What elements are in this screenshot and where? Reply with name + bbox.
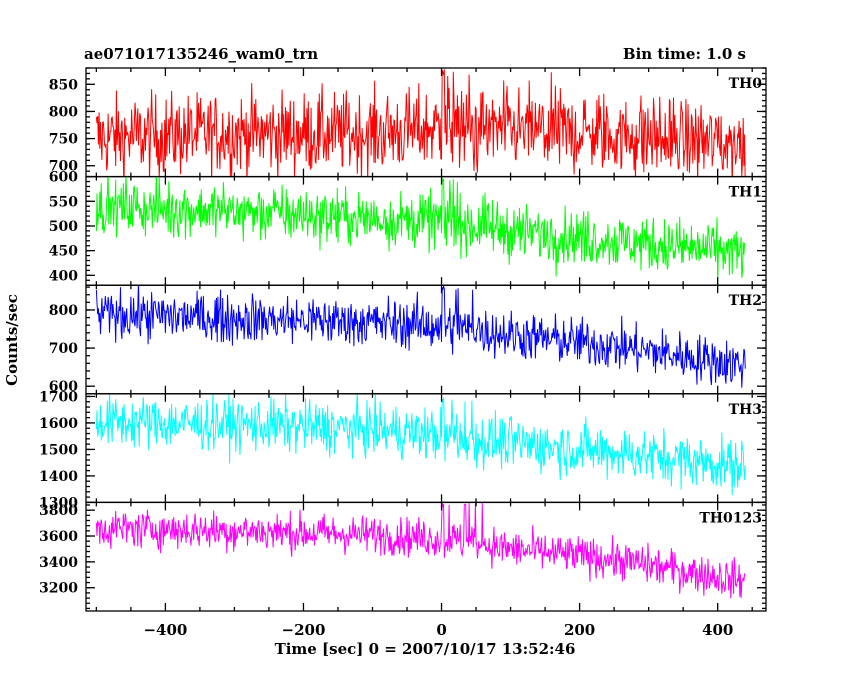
y-tick-label: 3200	[39, 581, 78, 597]
y-tick-label: 1300	[39, 495, 78, 511]
panel-label: TH0123	[699, 510, 762, 526]
bin-time-label: Bin time: 1.0 s	[623, 45, 746, 63]
series-line-th3	[95, 393, 746, 496]
panel-label: TH0	[729, 76, 763, 92]
series-line-th1	[95, 176, 746, 286]
panel-th0123: 3200 3400 3600 3800 TH0123	[39, 501, 767, 612]
y-tick-label: 1600	[39, 416, 78, 432]
series-line-th0	[95, 69, 746, 177]
x-tick-label: 400	[702, 621, 733, 639]
y-tick-label: 600	[49, 170, 78, 186]
chart-title: ae071017135246_wam0_trn	[84, 45, 318, 63]
panel-th0: 700 750 800 850 TH0	[49, 67, 767, 178]
series-line-th2	[95, 285, 746, 388]
panel-frame	[85, 501, 767, 612]
panel-label: TH3	[729, 402, 762, 418]
panel-th1: 400 450 500 550 600 TH1	[49, 170, 767, 286]
panel-frame	[85, 284, 767, 395]
y-tick-label: 700	[49, 341, 78, 357]
x-axis-label: Time [sec] 0 = 2007/10/17 13:52:46	[275, 640, 576, 658]
y-tick-label: 400	[49, 268, 78, 284]
x-tick-label: 0	[436, 621, 446, 639]
y-tick-label: 600	[49, 379, 78, 395]
panel-th3: 1300 1400 1500 1600 1700 TH3	[39, 389, 767, 511]
x-tick-label: 200	[564, 621, 595, 639]
y-tick-label: 3600	[39, 529, 78, 545]
panel-th2: 600 700 800 TH2	[49, 284, 767, 395]
panel-label: TH1	[729, 185, 762, 201]
y-tick-label: 3400	[39, 555, 78, 571]
y-axis-label: Counts/sec	[3, 294, 21, 386]
y-tick-label: 1500	[39, 442, 78, 458]
y-tick-label: 550	[49, 194, 78, 210]
series-line-th0123	[95, 502, 746, 599]
y-tick-label: 450	[49, 244, 78, 260]
y-tick-label: 500	[49, 219, 78, 235]
y-tick-label: 1400	[39, 469, 78, 485]
y-tick-label: 1700	[39, 389, 78, 405]
x-tick-label: −200	[282, 621, 326, 639]
y-tick-label: 750	[49, 132, 78, 148]
y-tick-label: 850	[49, 77, 78, 93]
panel-label: TH2	[729, 293, 762, 309]
y-tick-label: 800	[49, 303, 78, 319]
x-tick-label: −400	[143, 621, 187, 639]
y-tick-label: 3800	[39, 503, 78, 519]
y-tick-label: 700	[49, 159, 78, 175]
y-tick-label: 800	[49, 104, 78, 120]
